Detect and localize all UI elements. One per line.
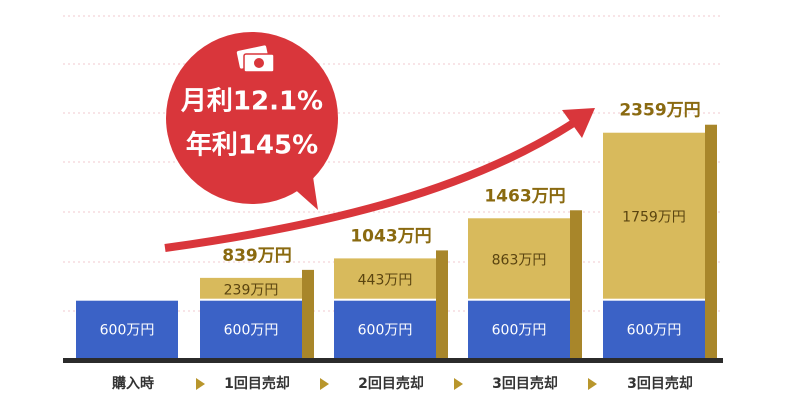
segment-label: 1759万円 bbox=[622, 210, 686, 226]
total-label: 2359万円 bbox=[619, 101, 700, 121]
step-arrow bbox=[320, 378, 329, 390]
bar-segment bbox=[468, 218, 570, 299]
bubble-text: 月利12.1% bbox=[180, 87, 323, 117]
bubble-text: 年利145% bbox=[186, 130, 318, 161]
total-label: 1463万円 bbox=[484, 186, 565, 206]
segment-label: 600万円 bbox=[224, 322, 279, 338]
x-tick-label: 3回目売却 bbox=[627, 375, 693, 392]
bar-side bbox=[705, 124, 717, 358]
arrow-head bbox=[562, 108, 595, 138]
step-arrow bbox=[588, 378, 597, 390]
bar-side bbox=[302, 269, 314, 358]
segment-label: 600万円 bbox=[100, 322, 155, 338]
bar-segment bbox=[334, 258, 436, 299]
x-tick-label: 1回目売却 bbox=[224, 375, 290, 392]
bar-segment bbox=[76, 300, 178, 358]
step-arrow bbox=[196, 378, 205, 390]
segment-label: 239万円 bbox=[224, 282, 279, 298]
x-tick-label: 購入時 bbox=[111, 375, 154, 392]
segment-label: 600万円 bbox=[492, 322, 547, 338]
segment-label: 443万円 bbox=[358, 273, 413, 289]
bubble: 月利12.1% 年利145% bbox=[166, 32, 338, 210]
total-label: 1043万円 bbox=[350, 226, 431, 246]
growth-arrow bbox=[164, 118, 578, 252]
bar-segment bbox=[603, 300, 705, 358]
segment-label: 600万円 bbox=[627, 322, 682, 338]
bar-side bbox=[570, 210, 582, 358]
step-arrow bbox=[454, 378, 463, 390]
segment-label: 600万円 bbox=[358, 322, 413, 338]
bar-side bbox=[436, 250, 448, 358]
segment-label: 863万円 bbox=[492, 252, 547, 268]
x-tick-label: 2回目売却 bbox=[358, 375, 424, 392]
bar-segment bbox=[468, 300, 570, 358]
x-tick-label: 3回目売却 bbox=[492, 375, 558, 392]
total-label: 839万円 bbox=[222, 246, 292, 266]
bar-segment bbox=[603, 132, 705, 299]
ground-line bbox=[63, 358, 723, 363]
bar-segment bbox=[334, 300, 436, 358]
bar-segment bbox=[200, 277, 302, 299]
bar-segment bbox=[200, 300, 302, 358]
